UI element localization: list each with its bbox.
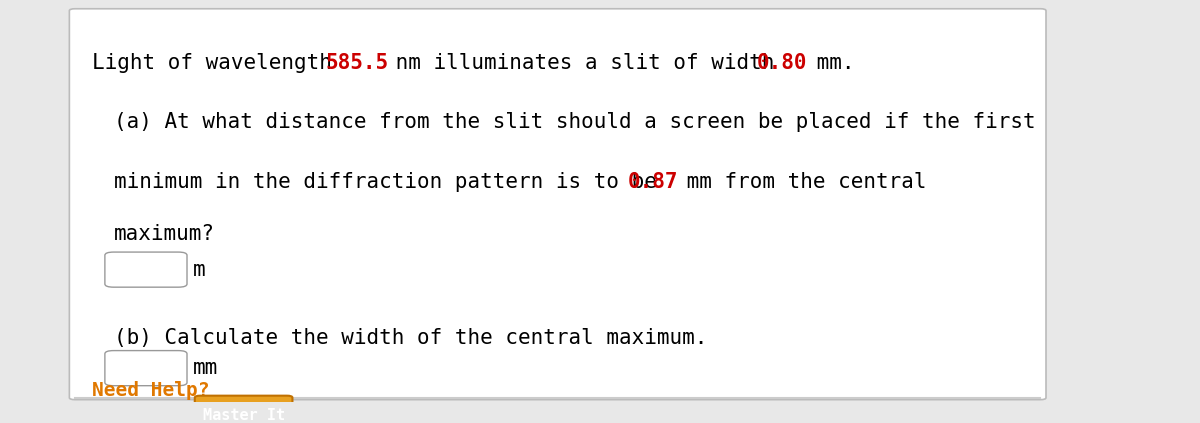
Text: 0.80: 0.80 (757, 52, 808, 73)
Text: Need Help?: Need Help? (91, 381, 209, 400)
Text: (b) Calculate the width of the central maximum.: (b) Calculate the width of the central m… (114, 328, 707, 348)
Text: minimum in the diffraction pattern is to be: minimum in the diffraction pattern is to… (114, 172, 670, 192)
Text: m: m (192, 260, 205, 280)
Text: 585.5: 585.5 (325, 52, 389, 73)
Text: mm from the central: mm from the central (674, 172, 926, 192)
Text: mm.: mm. (804, 52, 854, 73)
Text: Light of wavelength: Light of wavelength (91, 52, 344, 73)
Text: nm illuminates a slit of width: nm illuminates a slit of width (384, 52, 787, 73)
FancyBboxPatch shape (70, 9, 1046, 400)
FancyBboxPatch shape (104, 252, 187, 287)
Text: maximum?: maximum? (114, 224, 215, 244)
Text: mm: mm (192, 358, 218, 378)
Text: 0.87: 0.87 (628, 172, 678, 192)
Text: (a) At what distance from the slit should a screen be placed if the first: (a) At what distance from the slit shoul… (114, 113, 1036, 132)
FancyBboxPatch shape (194, 396, 293, 423)
Text: Master It: Master It (203, 408, 284, 423)
FancyBboxPatch shape (104, 351, 187, 386)
